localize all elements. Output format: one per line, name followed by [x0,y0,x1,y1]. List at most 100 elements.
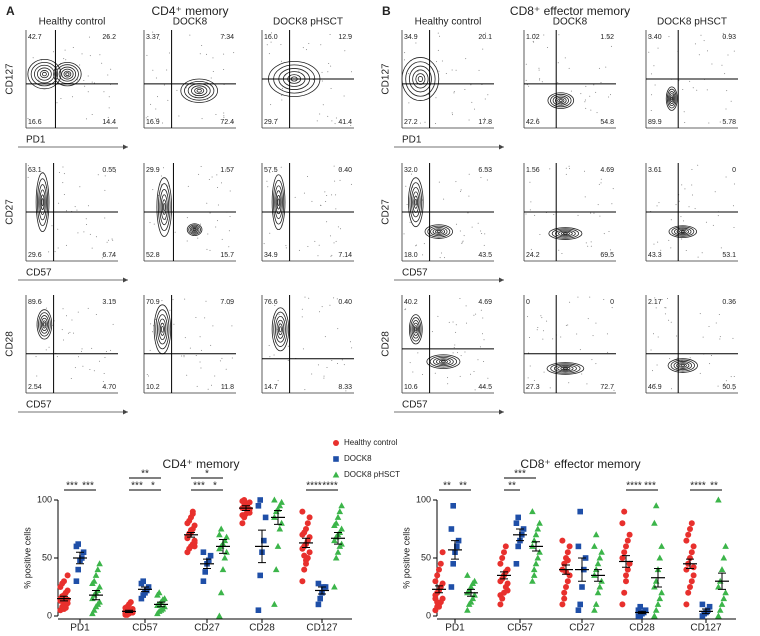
event-dot [558,34,560,36]
quadrant-percent: 72.7 [600,384,614,391]
event-dot [699,372,701,374]
data-point [592,531,600,538]
error-bar [435,585,443,594]
event-dot [700,34,702,36]
data-point [579,584,585,590]
event-dot [451,112,453,114]
data-point [191,522,198,529]
event-dot [160,175,162,177]
event-dot [327,71,329,73]
event-dot [198,173,200,175]
error-bar [76,551,84,565]
data-point [73,578,80,584]
data-point [261,537,267,544]
event-dot [344,50,346,52]
event-dot [454,344,456,346]
event-dot [103,91,105,93]
event-dot [281,88,283,90]
x-axis-label: PD1 [26,135,46,146]
quadrant-percent: 57.5 [264,167,278,174]
contour [557,98,565,103]
contour [191,226,199,233]
event-dot [150,323,152,325]
event-dot [107,36,109,38]
event-dot [221,182,223,184]
event-dot [163,84,165,86]
event-dot [541,317,543,319]
event-dot [32,57,34,59]
event-dot [316,120,318,122]
event-dot [445,73,447,75]
data-point [299,578,306,585]
contour [430,227,448,237]
error-bar [638,610,646,615]
contour [193,228,196,231]
event-dot [112,323,114,325]
event-dot [609,94,611,96]
y-tick-label: 0 [426,610,431,620]
event-dot [104,357,106,359]
event-dot [543,371,545,373]
event-dot [598,183,600,185]
significance-label: *** [644,481,656,492]
event-dot [162,167,164,169]
event-dot [62,308,64,310]
contour [408,65,432,93]
event-dot [724,36,726,38]
event-dot [682,88,684,90]
quadrant-percent: 43.3 [648,252,662,259]
quadrant-percent: 0 [610,299,614,306]
event-dot [527,377,529,379]
event-dot [331,360,333,362]
event-dot [537,327,539,329]
event-dot [460,355,462,357]
event-dot [727,54,729,56]
x-tick-label: CD127 [690,623,722,634]
event-dot [597,204,599,206]
contour [153,304,172,355]
quadrant-percent: 6.53 [478,167,492,174]
data-point [96,598,103,605]
quadrant-percent: 0.36 [722,299,736,306]
data-point [439,580,446,587]
event-dot [326,367,328,369]
event-dot [718,313,720,315]
data-point [720,595,728,602]
error-bar [578,557,586,582]
event-dot [224,385,226,387]
event-dot [484,98,486,100]
event-dot [729,33,731,35]
data-point [278,498,285,505]
event-dot [465,58,467,60]
error-bar [467,588,475,597]
data-point [336,508,344,515]
contour [432,228,445,235]
contour [276,194,281,210]
event-dot [480,230,482,232]
event-dot [529,365,531,367]
event-dot [324,191,326,193]
event-dot [160,184,162,186]
event-dot [463,235,465,237]
data-point [718,600,726,607]
event-dot [691,184,693,186]
column-label: DOCK8 pHSCT [657,17,727,28]
data-point [561,595,568,602]
data-point [718,566,726,573]
data-point [536,519,543,526]
data-point [685,589,692,596]
event-dot [536,117,538,119]
event-dot [422,254,424,256]
event-dot [542,338,544,340]
event-dot [199,361,201,363]
data-point [683,566,690,573]
event-dot [670,388,672,390]
contour [42,320,47,329]
data-point [271,496,278,503]
error-bar [594,569,602,582]
event-dot [584,196,586,198]
event-dot [152,69,154,71]
data-point [127,599,134,606]
event-dot [321,71,323,73]
event-dot [334,180,336,182]
